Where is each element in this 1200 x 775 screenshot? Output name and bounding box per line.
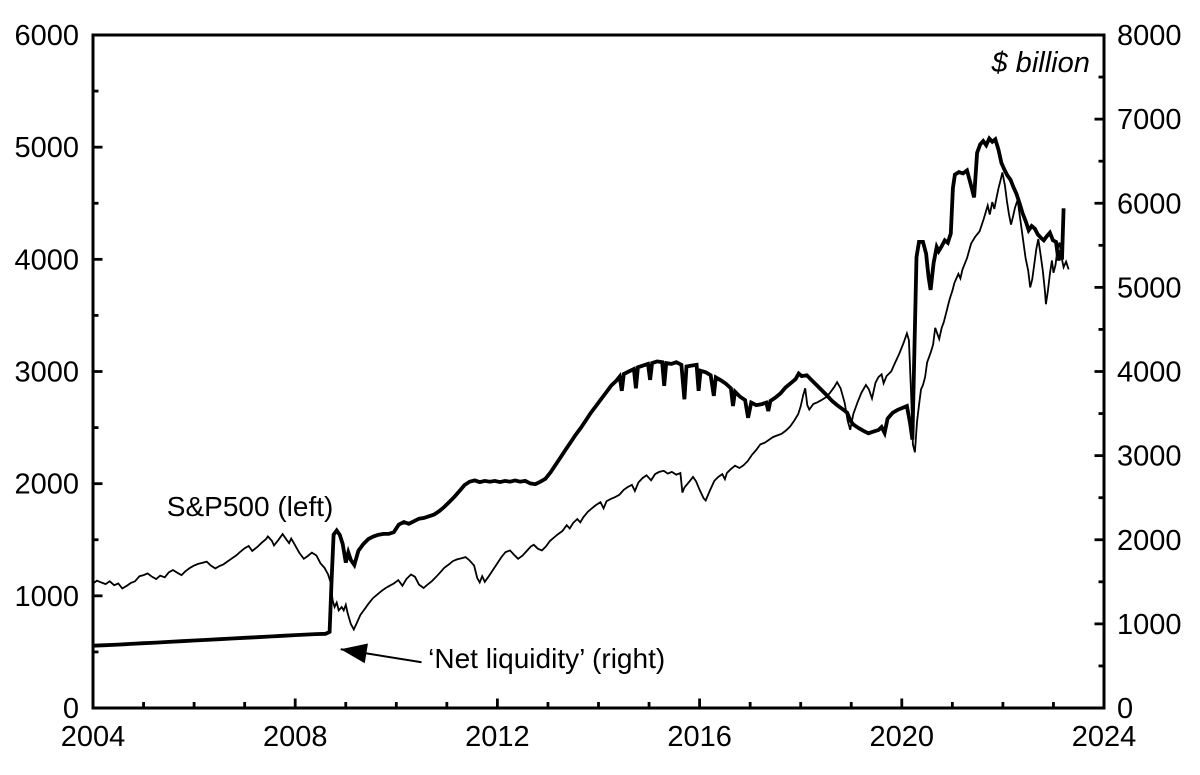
- net-liquidity-line: [92, 135, 1066, 648]
- y-right-tick-label: 2000: [1117, 525, 1182, 557]
- y-left-tick-label: 2000: [14, 469, 79, 501]
- x-tick-label: 2020: [870, 721, 935, 753]
- y-left-tick-label: 6000: [14, 20, 79, 52]
- y-left-tick-label: 0: [63, 693, 79, 725]
- plot-border: [91, 33, 1106, 710]
- y-right-tick-label: 7000: [1117, 104, 1182, 136]
- y-right-tick-label: 3000: [1117, 441, 1182, 473]
- axis-unit-label: $ billion: [991, 47, 1090, 79]
- x-tick-label: 2024: [1072, 721, 1137, 753]
- sp500-label: S&P500 (left): [167, 491, 334, 522]
- net-liquidity-label: ‘Net liquidity’ (right): [428, 643, 665, 674]
- y-left-tick-label: 3000: [14, 357, 79, 389]
- sp500-line: [92, 172, 1070, 632]
- y-right-tick-label: 1000: [1117, 609, 1182, 641]
- y-right-tick-label: 5000: [1117, 272, 1182, 304]
- x-tick-label: 2008: [263, 721, 328, 753]
- annotation-arrow-head: [340, 643, 368, 664]
- y-right-tick-label: 6000: [1117, 188, 1182, 220]
- y-right-tick-label: 8000: [1117, 20, 1182, 52]
- y-left-tick-label: 4000: [14, 244, 79, 276]
- y-right-tick-label: 4000: [1117, 357, 1182, 389]
- y-left-tick-label: 1000: [14, 581, 79, 613]
- x-tick-label: 2016: [667, 721, 732, 753]
- y-right-tick-label: 0: [1117, 693, 1133, 725]
- y-left-tick-label: 5000: [14, 132, 79, 164]
- x-tick-label: 2012: [465, 721, 530, 753]
- x-tick-label: 2004: [61, 721, 126, 753]
